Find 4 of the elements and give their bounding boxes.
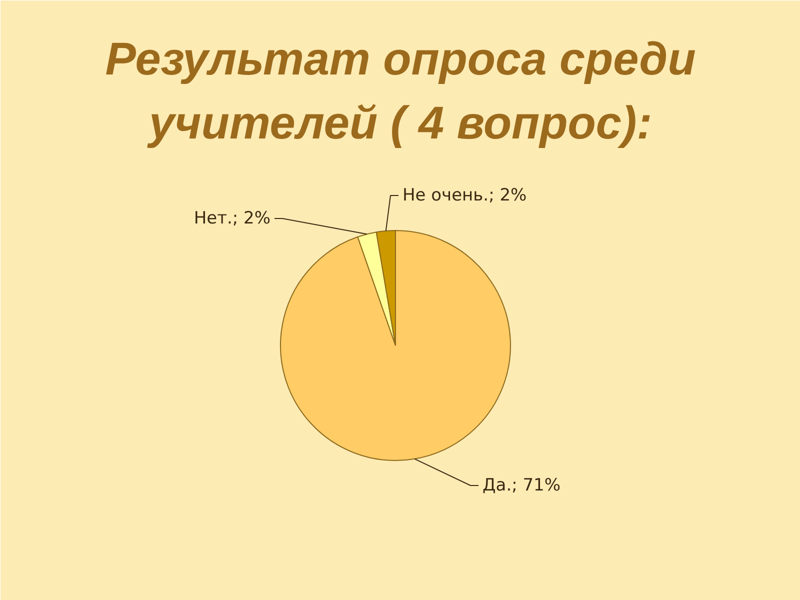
slice-label: Нет.; 2% xyxy=(194,208,271,228)
chart-title: Результат опроса среди учителей ( 4 вопрос): xyxy=(105,32,696,148)
slice-label: Да.; 71% xyxy=(482,476,561,496)
slice-label: Не очень.; 2% xyxy=(402,186,527,206)
